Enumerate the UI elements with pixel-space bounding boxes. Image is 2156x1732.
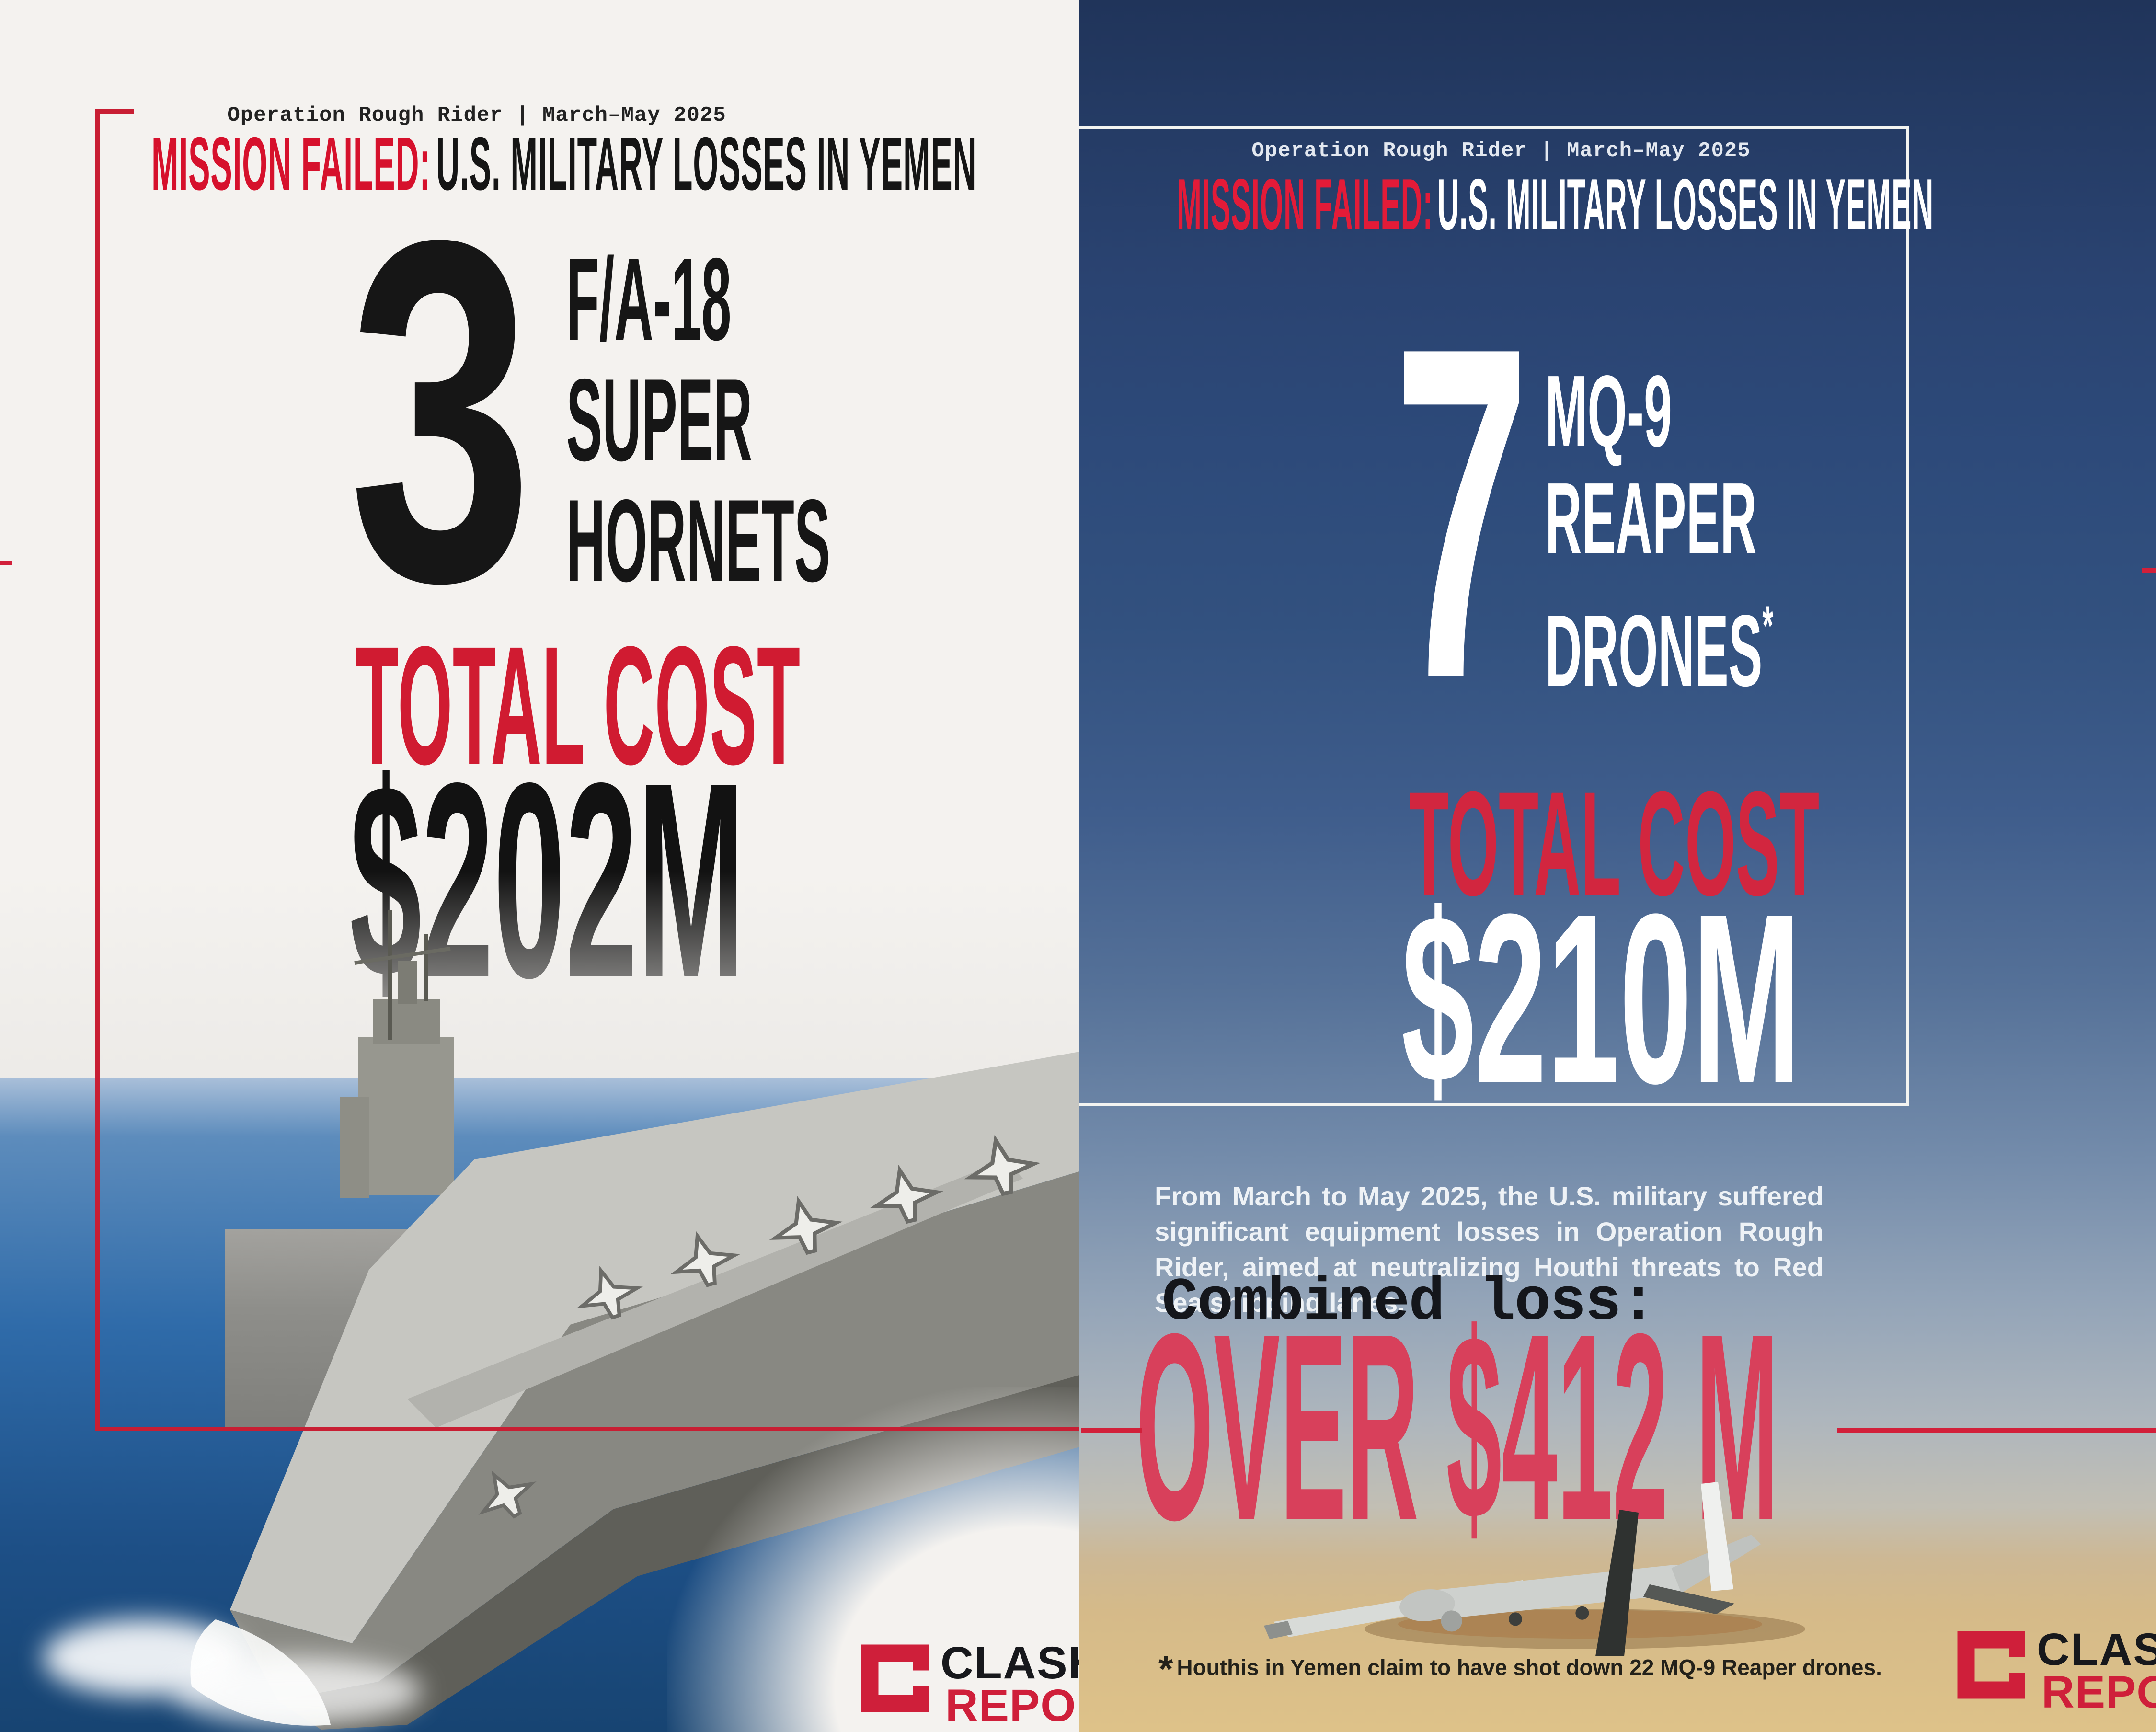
left-item-line-1: F/A-18 [566, 233, 732, 365]
red-frame-vertical [95, 109, 100, 1431]
left-headline: MISSION FAILED:U.S. MILITARY LOSSES IN Y… [151, 125, 1079, 203]
white-frame [1079, 126, 1909, 1106]
sea-foam [172, 1658, 422, 1725]
logo-word-clash: CLASH [940, 1638, 1079, 1688]
mission-failed-label: MISSION FAILED: [1177, 164, 1434, 245]
clash-report-logo: CLASH REPORT [859, 1638, 1079, 1732]
left-item-line-3: HORNETS [566, 475, 831, 606]
red-frame-bottom [95, 1427, 1079, 1431]
right-stat-count: 7 [1393, 249, 1530, 776]
combined-loss-value: OVER $412 M [1136, 1278, 1779, 1575]
clash-report-c-icon [1957, 1631, 2025, 1699]
right-item-line-1: MQ-9 [1545, 354, 1672, 468]
logo-word-report: REPORT [945, 1680, 1079, 1732]
headline-text: U.S. MILITARY LOSSES IN YEMEN [1437, 164, 1934, 245]
left-item-line-2: SUPER [566, 354, 753, 485]
right-kicker: Operation Rough Rider | March–May 2025 [1251, 139, 1751, 163]
mq9-drone-image [1264, 1482, 1805, 1656]
left-kicker: Operation Rough Rider | March–May 2025 [227, 103, 726, 127]
footnote: * Houthis in Yemen claim to have shot dow… [1158, 1648, 1882, 1690]
red-edge-dash-right [2142, 568, 2156, 573]
logo-word-clash: CLASH [2037, 1624, 2156, 1675]
right-headline: MISSION FAILED:U.S. MILITARY LOSSES IN Y… [1177, 167, 2156, 242]
left-total-cost-label: TOTAL COST [356, 611, 801, 800]
red-rule-left-segment [1081, 1428, 1142, 1433]
red-corner-tick [95, 109, 134, 114]
panel-super-hornets: Operation Rough Rider | March–May 2025 M… [0, 0, 1079, 1732]
right-item-line-3: DRONES [1545, 594, 1763, 708]
aircraft-carrier-image [0, 872, 1079, 1732]
mission-failed-label: MISSION FAILED: [151, 122, 431, 206]
logo-word-report: REPORT [2041, 1667, 2156, 1718]
left-stat-count: 3 [349, 139, 533, 683]
panel-reaper-drones: Operation Rough Rider | March–May 2025 M… [1079, 0, 2156, 1732]
left-stat-item: F/A-18 SUPER HORNETS [566, 239, 1079, 601]
clash-report-c-icon [861, 1644, 929, 1712]
right-stat-item: MQ-9 REAPER DRONES* [1545, 357, 2001, 704]
combined-loss-label: Combined loss: [1162, 1269, 1657, 1337]
footnote-asterisk: * [1762, 594, 1774, 657]
right-total-cost-label: TOTAL COST [1409, 760, 1820, 927]
summary-paragraph: From March to May 2025, the U.S. militar… [1155, 1181, 1823, 1318]
red-edge-dash-left [0, 561, 12, 565]
right-item-line-2: REAPER [1545, 461, 1757, 575]
headline-text: U.S. MILITARY LOSSES IN YEMEN [436, 122, 977, 206]
clash-report-logo: CLASH REPORT [1955, 1624, 2156, 1718]
right-total-cost-value: $210M [1401, 864, 1801, 1134]
red-rule-right-segment [1837, 1428, 2156, 1433]
